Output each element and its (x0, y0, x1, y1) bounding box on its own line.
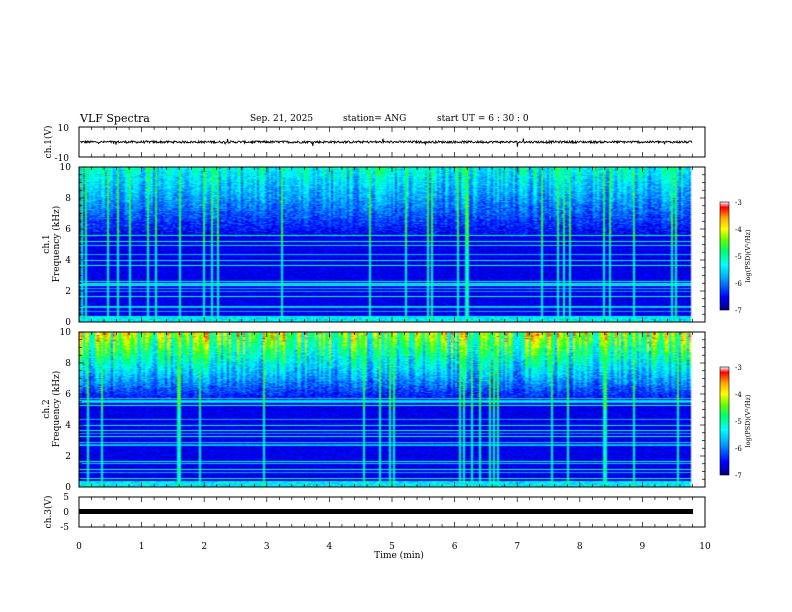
ch3-ytick-bottom: -5 (60, 523, 69, 533)
ch1-spec-ylabel-line2: Frequency (kHz) (51, 206, 62, 283)
ch2-spec-yticks: 0 2 4 6 8 10 (60, 328, 72, 493)
ch1-ytick-6: 6 (65, 225, 71, 235)
station-label: station= ANG (343, 114, 407, 124)
xtick-3: 3 (264, 542, 270, 552)
ch2-cb-tick-3: -3 (735, 364, 742, 372)
xtick-0: 0 (76, 542, 82, 552)
ch1-ytick-top: 10 (58, 124, 70, 134)
ch2-ytick-10: 10 (60, 328, 72, 338)
xtick-7: 7 (514, 542, 520, 552)
ch1-waveform-panel: 10 -10 ch.1(V) (43, 124, 706, 164)
ch2-colorbar: -3 -4 -5 -6 -7 log(PSD)(V²/Hz) (719, 364, 752, 480)
ch1-trace (80, 138, 693, 147)
chart-title: VLF Spectra (80, 112, 150, 125)
ch1-cb-tick-5: -5 (735, 253, 742, 261)
ch1-ytick-2: 2 (65, 287, 71, 297)
ch1-cb-tick-6: -6 (735, 280, 742, 288)
xtick-1: 1 (139, 542, 145, 552)
xtick-2: 2 (201, 542, 207, 552)
ch3-ytick-top: 5 (63, 493, 69, 503)
axis-ticks (78, 127, 706, 527)
ch1-cb-tick-7: -7 (735, 307, 742, 315)
ch2-ytick-4: 4 (65, 421, 71, 431)
ch1-ytick-0: 0 (65, 318, 71, 328)
xtick-4: 4 (327, 542, 333, 552)
ch1-colorbar: -3 -4 -5 -6 -7 log(PSD)(V²/Hz) (719, 199, 752, 315)
ch2-ytick-8: 8 (65, 359, 71, 369)
xtick-5: 5 (389, 542, 395, 552)
ch2-spec-ylabel-line2: Frequency (kHz) (51, 371, 62, 448)
ch1-cb-tick-4: -4 (735, 226, 742, 234)
ch3-waveform-panel: 5 0 -5 ch.3(V) 0 1 2 3 4 5 6 7 8 9 10 Ti… (43, 493, 711, 561)
ch2-spec-ylabel-line1: ch.2 (42, 399, 52, 418)
date-label: Sep. 21, 2025 (250, 114, 314, 124)
ch2-colorbar-label: log(PSD)(V²/Hz) (744, 394, 752, 447)
ch2-cb-tick-7: -7 (735, 472, 742, 480)
ch1-ytick-10: 10 (60, 163, 72, 173)
ch2-cb-tick-6: -6 (735, 445, 742, 453)
ch1-spec-ylabel-line1: ch.1 (42, 234, 52, 253)
ch1-spectrogram-panel: 0 2 4 6 8 10 ch.1 Frequency (kHz) (42, 163, 706, 328)
ch2-spectrogram-panel: 0 2 4 6 8 10 ch.2 Frequency (kHz) (42, 328, 706, 493)
time-axis-tick-labels: 0 1 2 3 4 5 6 7 8 9 10 (76, 542, 711, 552)
ch1-ytick-bottom: -10 (55, 154, 70, 164)
header: VLF Spectra Sep. 21, 2025 station= ANG s… (0, 0, 792, 130)
ch1-cb-tick-3: -3 (735, 199, 742, 207)
ch3-trace (79, 509, 693, 514)
ch3-ytick-mid: 0 (63, 508, 69, 518)
start-time-label: start UT = 6 : 30 : 0 (437, 114, 529, 124)
ch1-spectrogram-image (79, 167, 705, 322)
ch1-colorbar-label: log(PSD)(V²/Hz) (744, 229, 752, 282)
ch1-ytick-8: 8 (65, 194, 71, 204)
xtick-9: 9 (640, 542, 646, 552)
xtick-6: 6 (452, 542, 458, 552)
ch2-ytick-6: 6 (65, 390, 71, 400)
ch2-spectrogram-image (79, 332, 705, 487)
xtick-10: 10 (699, 542, 711, 552)
ch1-colorbar-bar (719, 201, 730, 311)
ch1-spec-yticks: 0 2 4 6 8 10 (60, 163, 72, 328)
ch2-cb-tick-4: -4 (735, 391, 742, 399)
ch2-ytick-2: 2 (65, 452, 71, 462)
ch2-ytick-0: 0 (65, 483, 71, 493)
ch3-ylabel: ch.3(V) (43, 496, 54, 529)
time-axis-label: Time (min) (374, 550, 424, 561)
ch2-cb-tick-5: -5 (735, 418, 742, 426)
ch1-ylabel: ch.1(V) (43, 126, 54, 159)
xtick-8: 8 (577, 542, 583, 552)
ch2-colorbar-bar (719, 366, 730, 476)
ch1-ytick-4: 4 (65, 256, 71, 266)
